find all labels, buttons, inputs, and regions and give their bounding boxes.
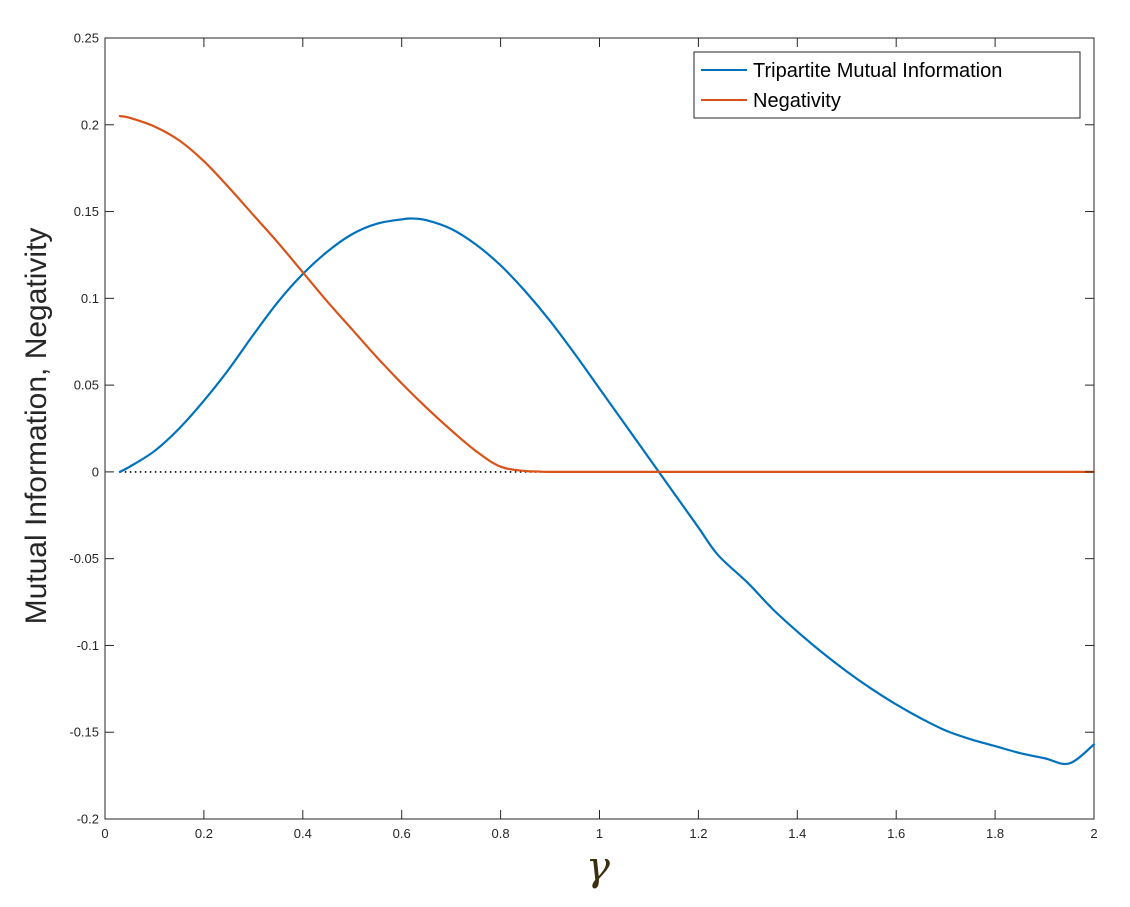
legend: Tripartite Mutual Information Negativity [693, 51, 1081, 119]
legend-label-negativity: Negativity [753, 90, 841, 112]
y-tick-label: -0.05 [69, 551, 99, 566]
x-tick-label: 0.8 [492, 826, 510, 841]
series-lines [118, 115, 1096, 766]
y-tick-label: 0.1 [81, 291, 99, 306]
x-tick-label: 0.2 [195, 826, 213, 841]
legend-box [693, 51, 1081, 119]
y-tick-label: -0.1 [77, 638, 99, 653]
axes-frame [104, 37, 1095, 820]
y-tick-label: 0.05 [74, 378, 99, 393]
y-tick-label: -0.2 [77, 812, 99, 827]
x-tick-label: 1.6 [887, 826, 905, 841]
x-axis-ticks: 0 0.2 0.4 0.6 0.8 1 1.2 1.4 1.6 1.8 2 [101, 38, 1098, 841]
x-tick-label: 1 [596, 826, 603, 841]
x-tick-label: 0 [101, 826, 108, 841]
x-tick-label: 1.4 [788, 826, 806, 841]
y-axis-ticks: -0.2 -0.15 -0.1 -0.05 0 0.05 0.1 0.15 0.2 0.25 [69, 31, 1094, 827]
y-tick-label: 0.25 [74, 31, 99, 46]
x-tick-label: 2 [1090, 826, 1097, 841]
plot-area [104, 37, 1095, 820]
x-tick-label: 0.6 [393, 826, 411, 841]
series-line-tripartite-mutual-information [118, 217, 1096, 766]
y-tick-label: 0.15 [74, 204, 99, 219]
x-tick-label: 0.4 [294, 826, 312, 841]
x-tick-label: 1.2 [689, 826, 707, 841]
y-tick-label: 0.2 [81, 117, 99, 132]
series-line-negativity [118, 115, 1096, 474]
y-tick-label: -0.15 [69, 725, 99, 740]
y-axis-label: Mutual Information, Negativity [20, 228, 53, 625]
legend-label-tripartite: Tripartite Mutual Information [753, 60, 1002, 82]
x-axis-label: γ [586, 844, 610, 890]
x-tick-label: 1.8 [986, 826, 1004, 841]
y-tick-label: 0 [92, 464, 99, 479]
